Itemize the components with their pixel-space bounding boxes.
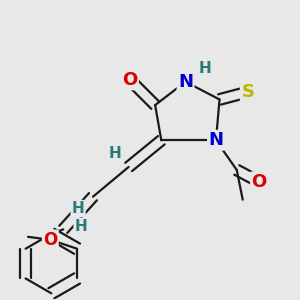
Text: N: N	[178, 73, 193, 91]
Text: O: O	[251, 173, 267, 191]
Text: H: H	[72, 201, 85, 216]
Text: H: H	[75, 219, 87, 234]
Text: N: N	[208, 131, 224, 149]
Text: O: O	[43, 231, 58, 249]
Text: H: H	[199, 61, 211, 76]
Text: S: S	[241, 83, 254, 101]
Text: O: O	[122, 71, 137, 89]
Text: H: H	[109, 146, 122, 161]
